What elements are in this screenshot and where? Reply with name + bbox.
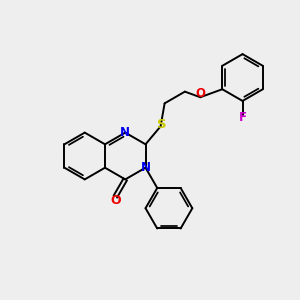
Text: O: O	[195, 87, 205, 100]
Text: O: O	[110, 194, 121, 207]
Text: N: N	[120, 126, 130, 139]
Text: F: F	[238, 112, 247, 124]
Text: S: S	[157, 118, 166, 131]
Text: N: N	[140, 161, 151, 174]
